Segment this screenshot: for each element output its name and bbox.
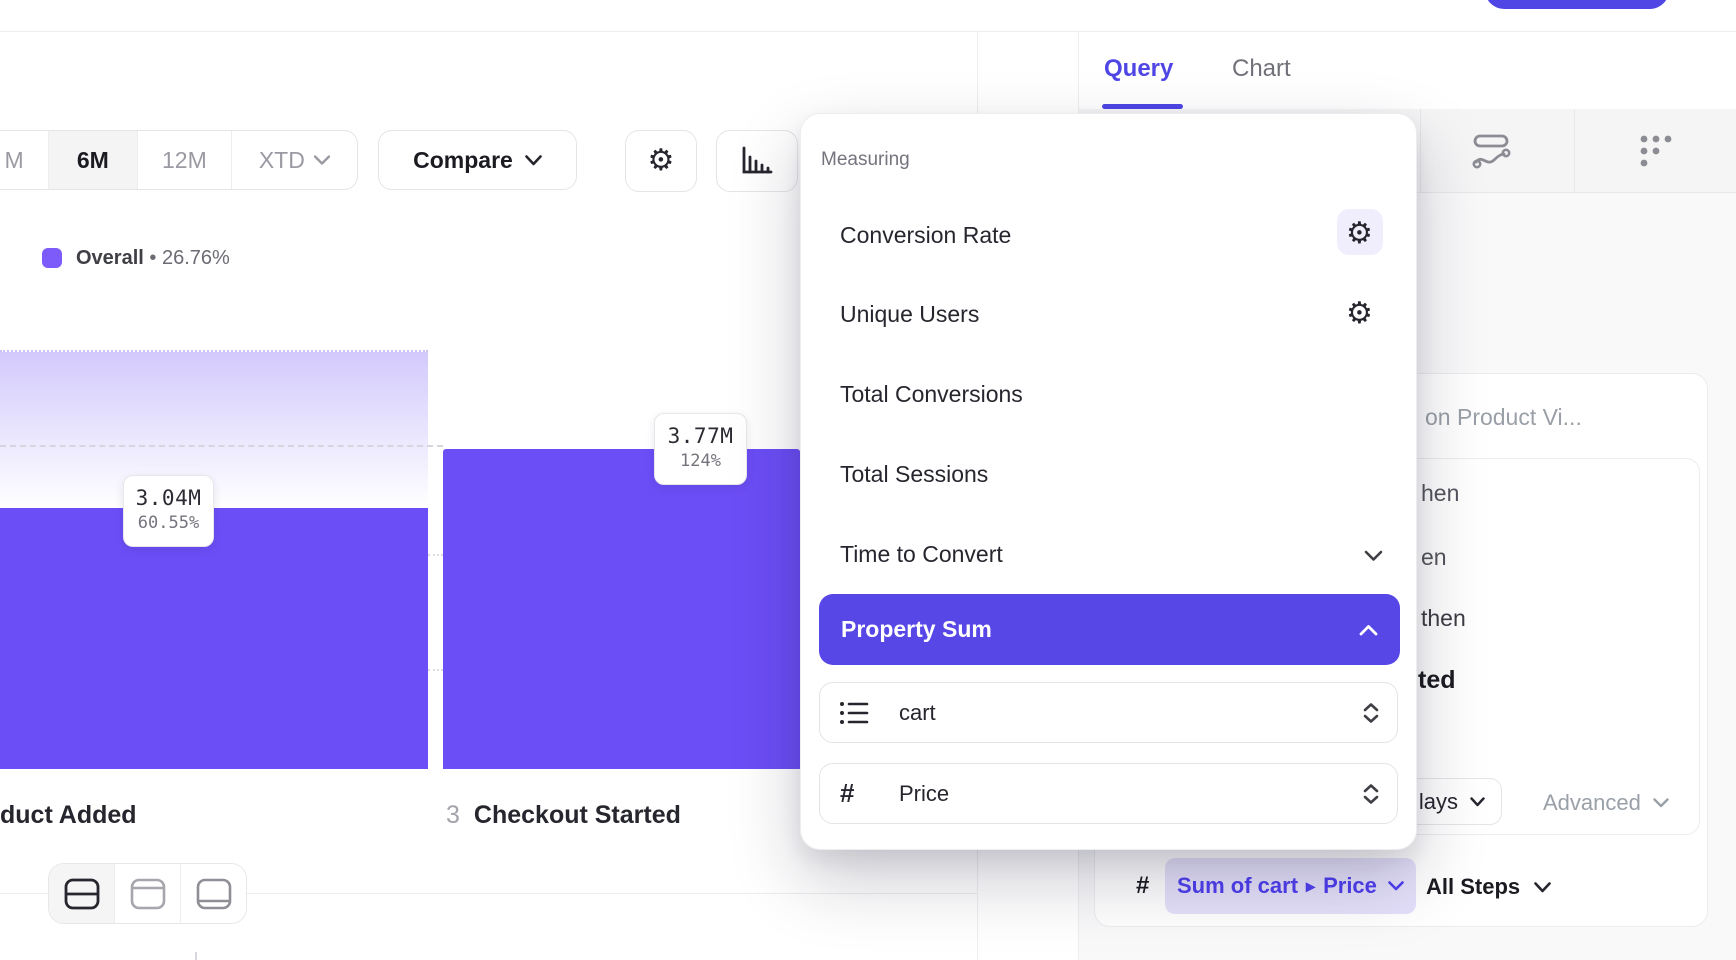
- step-title-fragment: on Product Vi...: [1425, 404, 1582, 430]
- step-row-fragment: en: [1421, 544, 1447, 570]
- active-tab-underline: [1102, 104, 1183, 109]
- chevron-up-icon: [1359, 624, 1378, 635]
- numeric-property-value: Price: [899, 780, 950, 806]
- next-step-reference-line: [0, 445, 443, 447]
- flows-tool-button[interactable]: [1450, 117, 1534, 185]
- bar-2-conversion: 124%: [680, 451, 721, 471]
- table-column-divider: [195, 952, 197, 960]
- step-row-fragment: hen: [1421, 480, 1460, 506]
- all-steps-dropdown[interactable]: All Steps: [1426, 874, 1551, 900]
- compare-label: Compare: [413, 146, 513, 173]
- conversion-window-label: lays: [1418, 788, 1458, 814]
- unfold-more-icon: [1363, 702, 1379, 723]
- step-2-number: 3: [446, 801, 460, 829]
- funnel-bar-1-dropoff-overlay: [0, 350, 428, 508]
- bar-2-value-tooltip: 3.77M 124%: [654, 413, 747, 485]
- legend-series: Overall: [76, 247, 144, 269]
- advanced-label: Advanced: [1543, 790, 1641, 815]
- layout-header-button[interactable]: [114, 864, 180, 923]
- hash-icon: #: [840, 778, 855, 808]
- menu-item-property-sum-selected[interactable]: Property Sum: [819, 594, 1400, 665]
- all-steps-label: All Steps: [1426, 874, 1521, 899]
- chevron-down-icon: [1470, 796, 1485, 806]
- step-2-label: 3 Checkout Started: [446, 801, 681, 829]
- chart-bottom-divider: [0, 893, 977, 894]
- chevron-down-icon: [313, 155, 330, 165]
- chevron-down-icon: [1653, 798, 1669, 808]
- property-select[interactable]: cart: [819, 682, 1398, 743]
- step-1-label: duct Added: [0, 801, 137, 829]
- legend-value: 26.76%: [161, 247, 230, 269]
- conversion-window-button[interactable]: lays: [1406, 778, 1502, 825]
- funnel-bar-1[interactable]: [0, 508, 428, 769]
- time-range-6m[interactable]: 6M: [47, 131, 138, 189]
- save-button[interactable]: [1485, 0, 1669, 9]
- sum-pill-right: Price: [1323, 873, 1377, 898]
- gear-icon[interactable]: ⚙: [1346, 216, 1373, 251]
- time-range-xtd[interactable]: XTD: [230, 131, 357, 189]
- toolbar-divider: [1574, 109, 1575, 193]
- tab-chart[interactable]: Chart: [1232, 55, 1291, 82]
- legend-label[interactable]: Overall • 26.76%: [76, 247, 230, 269]
- chevron-down-icon[interactable]: [1364, 550, 1383, 562]
- funnel-bar-2[interactable]: [443, 449, 800, 769]
- time-range-1m[interactable]: M: [4, 146, 24, 173]
- gear-icon: ⚙: [647, 143, 675, 178]
- time-range-segmented-control: M 6M 12M XTD: [0, 130, 358, 190]
- chevron-down-icon: [1534, 881, 1551, 892]
- gear-icon[interactable]: ⚙: [1346, 296, 1373, 331]
- gridline: [428, 554, 443, 556]
- tab-query[interactable]: Query: [1104, 55, 1174, 82]
- footer-layout-icon: [196, 878, 231, 909]
- advanced-dropdown[interactable]: Advanced: [1543, 790, 1669, 816]
- layout-split-horizontal-button[interactable]: [49, 864, 114, 923]
- apps-grid-button[interactable]: [1615, 117, 1699, 185]
- time-range-12m[interactable]: 12M: [137, 131, 231, 189]
- menu-item-unique-users[interactable]: Unique Users: [840, 301, 980, 327]
- chevron-down-icon: [525, 154, 542, 165]
- toolbar-divider: [1420, 109, 1421, 193]
- flows-icon: [1472, 134, 1511, 169]
- measuring-popup: Measuring Conversion Rate Unique Users T…: [800, 113, 1417, 850]
- menu-item-total-sessions[interactable]: Total Sessions: [840, 461, 989, 487]
- top-divider: [0, 31, 1736, 32]
- numeric-type-icon: #: [1136, 872, 1150, 899]
- property-select-value: cart: [899, 699, 936, 725]
- step-row-fragment: ted: [1418, 666, 1456, 694]
- bar-2-value: 3.77M: [667, 424, 734, 448]
- unfold-more-icon: [1363, 783, 1379, 804]
- menu-item-conversion-rate[interactable]: Conversion Rate: [840, 222, 1012, 248]
- bar-chart-icon: [742, 146, 773, 174]
- conversion-rate-settings-highlight: [1337, 209, 1383, 255]
- compare-button[interactable]: Compare: [378, 130, 577, 190]
- menu-item-total-conversions[interactable]: Total Conversions: [840, 381, 1023, 407]
- bar-1-value: 3.04M: [135, 486, 202, 510]
- bar-1-value-tooltip: 3.04M 60.55%: [123, 475, 214, 547]
- chevron-down-icon: [1388, 881, 1404, 891]
- dots-grid-icon: [1640, 135, 1672, 167]
- layout-footer-button[interactable]: [180, 864, 246, 923]
- popup-header: Measuring: [821, 149, 910, 170]
- split-horizontal-icon: [64, 878, 99, 909]
- sum-pill-left: Sum of cart: [1177, 873, 1299, 898]
- menu-item-time-to-convert[interactable]: Time to Convert: [840, 541, 1003, 567]
- step-row-fragment: then: [1421, 605, 1466, 631]
- chart-settings-button[interactable]: ⚙: [625, 130, 697, 192]
- sum-of-cart-price-dropdown[interactable]: Sum of cart ▸ Price: [1165, 858, 1416, 914]
- list-icon: [840, 701, 869, 724]
- layout-toggle-group: [48, 863, 247, 924]
- legend-swatch: [42, 248, 62, 268]
- property-sum-label: Property Sum: [841, 616, 992, 642]
- numeric-property-select[interactable]: # Price: [819, 763, 1398, 824]
- breadcrumb-arrow-icon: ▸: [1306, 875, 1316, 896]
- bar-1-conversion: 60.55%: [137, 513, 200, 533]
- chart-type-button[interactable]: [716, 130, 798, 192]
- gridline: [428, 669, 443, 671]
- header-layout-icon: [130, 878, 165, 909]
